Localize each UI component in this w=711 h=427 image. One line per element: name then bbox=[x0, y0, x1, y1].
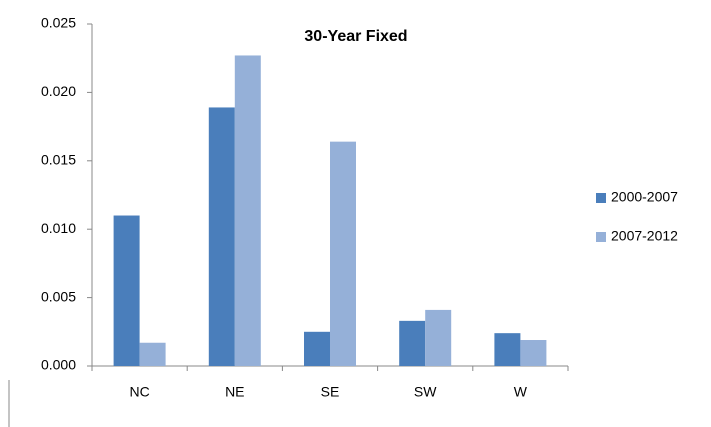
bar bbox=[139, 342, 166, 366]
bar bbox=[330, 141, 356, 366]
legend-label: 2007-2012 bbox=[611, 228, 678, 244]
y-tick-label: 0.010 bbox=[41, 220, 76, 236]
bar bbox=[494, 333, 521, 366]
bar bbox=[208, 107, 235, 366]
bar bbox=[399, 320, 426, 366]
bar bbox=[113, 215, 140, 366]
y-tick-label: 0.020 bbox=[41, 83, 76, 99]
x-tick-label: SE bbox=[321, 384, 340, 400]
legend-swatch bbox=[596, 232, 606, 242]
x-tick-label: SW bbox=[414, 384, 437, 400]
bar bbox=[304, 331, 330, 366]
x-tick-label: NE bbox=[225, 384, 244, 400]
bar bbox=[520, 340, 547, 366]
y-tick-label: 0.000 bbox=[41, 357, 76, 373]
x-tick-label: W bbox=[514, 384, 528, 400]
bar bbox=[425, 309, 452, 366]
y-tick-label: 0.025 bbox=[41, 15, 76, 31]
x-tick-label: NC bbox=[129, 384, 149, 400]
y-tick-label: 0.015 bbox=[41, 152, 76, 168]
legend-swatch bbox=[596, 193, 606, 203]
chart-title: 30-Year Fixed bbox=[304, 28, 407, 45]
bar bbox=[234, 55, 261, 367]
legend-label: 2000-2007 bbox=[611, 189, 678, 205]
y-tick-label: 0.005 bbox=[41, 288, 76, 304]
